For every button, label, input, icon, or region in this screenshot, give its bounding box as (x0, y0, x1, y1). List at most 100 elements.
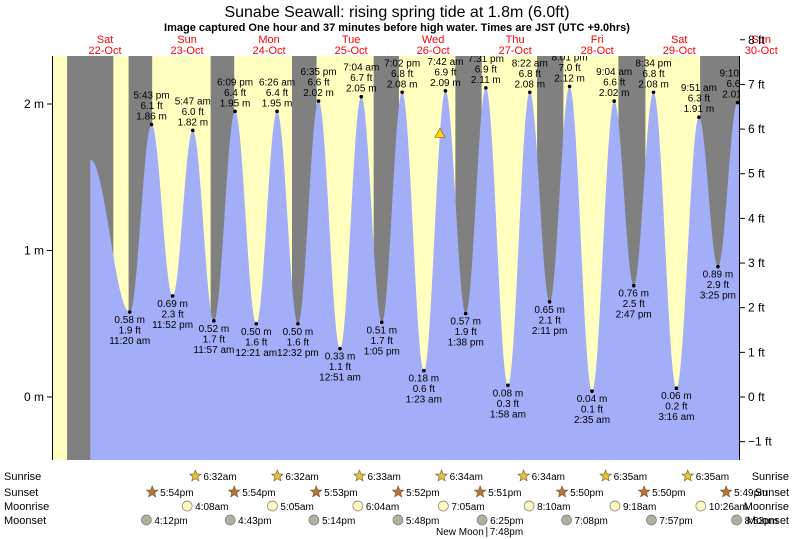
low-tide-ft-label: 1.9 ft (119, 326, 141, 337)
day-name-label: Sun (177, 34, 197, 46)
high-tide-dot (190, 128, 195, 133)
chart-subtitle: Image captured One hour and 37 minutes b… (164, 22, 630, 34)
high-tide-ft-label: 6.4 ft (266, 88, 288, 99)
high-tide-m-label: 2.09 m (430, 78, 461, 89)
low-tide-m-label: 0.50 m (241, 327, 272, 338)
day-labels: Sat22-OctSun23-OctMon24-OctTue25-OctWed2… (88, 34, 777, 57)
high-tide-time-label: 9:10 pm (720, 69, 756, 80)
high-tide-m-label: 2.05 m (346, 84, 377, 95)
low-tide-dot (674, 386, 679, 391)
low-tide-ft-label: 2.3 ft (161, 309, 183, 320)
low-tide-ft-label: 2.9 ft (707, 280, 729, 291)
low-tide-time-label: 12:32 pm (277, 348, 319, 359)
low-tide-ft-label: 1.6 ft (287, 337, 309, 348)
low-tide-time-label: 11:57 am (193, 345, 234, 356)
low-tide-time-label: 1:05 pm (364, 346, 400, 357)
high-tide-m-label: 2.02 m (599, 88, 630, 99)
low-tide-m-label: 0.76 m (618, 289, 649, 300)
day-name-label: Sun (751, 34, 771, 46)
right-tick-label: 7 ft (748, 77, 765, 91)
sunrise-star-icon (435, 469, 449, 482)
new-moon-time: 7:48pm (490, 527, 523, 538)
high-tide-time-label: 6:26 am (259, 77, 295, 88)
low-tide-m-label: 0.57 m (450, 316, 481, 327)
low-tide-ft-label: 2.5 ft (623, 299, 645, 310)
low-tide-dot (716, 264, 720, 269)
high-tide-time-label: 8:34 pm (635, 58, 671, 69)
low-tide-time-label: 11:52 pm (152, 320, 193, 331)
moonrise-moon-icon (609, 500, 621, 512)
right-tick-label: 5 ft (748, 167, 765, 181)
high-tide-m-label: 6.1 ft (140, 101, 162, 112)
high-tide-ft-label: 7.0 ft (558, 63, 580, 74)
low-tide-time-label: 2:35 am (574, 415, 610, 426)
moonrise-time-label: 5:05am (280, 502, 313, 513)
high-tide-time-label: 5:43 pm (133, 91, 169, 102)
high-tide-time-label: 6:35 pm (301, 67, 337, 78)
high-tide-m-label: 2.11 m (471, 75, 501, 86)
moonset-moon-icon (308, 514, 320, 526)
low-tide-time-label: 1:23 am (406, 395, 442, 406)
low-tide-time-label: 1:38 pm (448, 337, 484, 348)
day-date-label: 27-Oct (499, 45, 532, 57)
low-tide-m-label: 0.58 m (114, 315, 145, 326)
low-tide-time-label: 2:47 pm (616, 310, 652, 321)
moonrise-time-label: 4:08am (195, 502, 228, 513)
high-tide-dot (443, 89, 448, 93)
low-tide-dot (338, 346, 342, 351)
moonset-row-label-left: Moonset (4, 515, 46, 527)
high-tide-time-label: 8:01 pm (552, 52, 588, 63)
right-tick-label: 4 ft (748, 211, 765, 225)
sunrise-time-label: 6:35am (696, 472, 729, 483)
sunset-star-icon (145, 485, 159, 498)
sunset-time-label: 5:49pm (734, 488, 767, 499)
right-tick-label: 0 ft (748, 390, 765, 404)
high-tide-time-label: 9:04 am (596, 67, 632, 78)
low-tide-m-label: 0.04 m (577, 394, 608, 405)
moonset-moon-icon (392, 514, 404, 526)
low-tide-ft-label: 0.3 ft (497, 399, 519, 410)
moonset-time-label: 7:08pm (575, 516, 608, 527)
moonrise-moon-icon (181, 500, 193, 512)
sunset-time-label: 5:50pm (570, 488, 603, 499)
high-tide-dot (359, 94, 364, 99)
low-tide-m-label: 0.69 m (157, 299, 188, 310)
low-tide-dot (547, 299, 552, 304)
high-tide-dot (149, 122, 154, 127)
high-tide-time-label: 8:22 am (512, 58, 548, 69)
high-tide-dot (651, 90, 656, 95)
low-tide-m-label: 0.50 m (283, 327, 314, 338)
low-tide-time-label: 1:58 am (490, 409, 526, 420)
moonset-time-label: 4:12pm (154, 516, 187, 527)
high-tide-dot (233, 109, 237, 114)
high-tide-ft-label: 6.8 ft (391, 69, 413, 80)
high-tide-ft-label: 1.86 m (136, 112, 167, 123)
low-tide-dot (631, 283, 636, 288)
low-tide-dot (254, 321, 259, 326)
high-tide-dot (567, 84, 572, 89)
low-tide-m-label: 0.06 m (661, 391, 692, 402)
left-tick-label: 2 m (24, 97, 44, 111)
low-tide-m-label: 0.65 m (534, 305, 565, 316)
sunset-star-icon (227, 485, 241, 498)
new-moon-label: New Moon (436, 527, 484, 538)
high-tide-dot (400, 90, 404, 95)
low-tide-dot (380, 320, 384, 325)
sunset-time-label: 5:50pm (652, 488, 685, 499)
moonset-time-label: 4:43pm (238, 516, 271, 527)
left-axis-line (52, 56, 53, 460)
low-tide-m-label: 0.33 m (325, 352, 356, 363)
low-tide-ft-label: 1.7 ft (203, 334, 225, 345)
low-tide-ft-label: 1.1 ft (329, 362, 351, 373)
high-tide-ft-label: 6.3 ft (688, 94, 710, 105)
low-tide-time-label: 3:25 pm (700, 291, 736, 302)
high-tide-ft-label: 6.7 ft (350, 73, 372, 84)
high-tide-dot (316, 99, 321, 103)
day-date-label: 24-Oct (253, 45, 286, 57)
tide-area (90, 86, 740, 460)
high-tide-ft-label: 6.8 ft (519, 69, 541, 80)
low-tide-ft-label: 0.6 ft (413, 384, 435, 395)
sunset-star-icon (473, 485, 487, 498)
high-tide-ft-label: 6.6 ft (603, 78, 625, 89)
